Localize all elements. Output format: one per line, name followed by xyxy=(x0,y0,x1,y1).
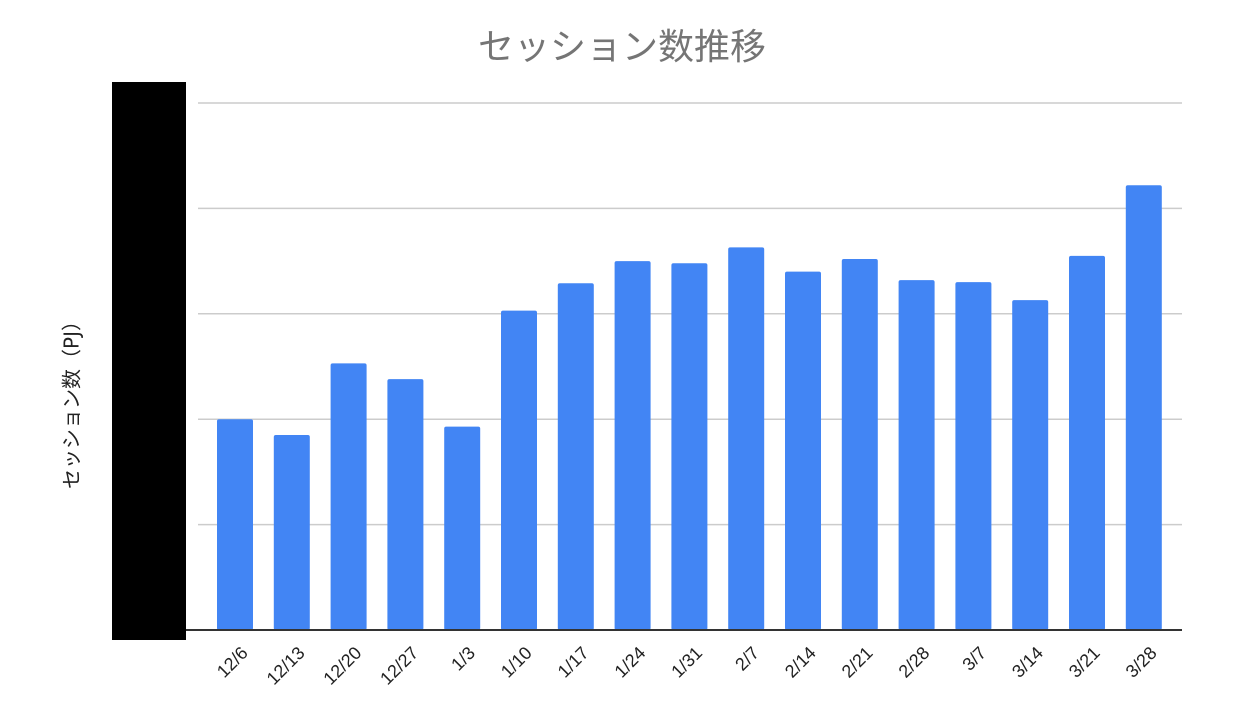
redaction-box xyxy=(112,82,186,640)
bar-2-28 xyxy=(898,280,935,630)
x-tick-label: 2/28 xyxy=(895,643,934,682)
x-tick-labels: 12/6 12/13 12/20 12/27 1/3 1/10 1/17 1/24 1/31 2/… xyxy=(213,643,1161,689)
bar-3-21 xyxy=(1069,255,1105,630)
x-tick-label: 1/17 xyxy=(554,643,593,682)
x-tick-label: 3/21 xyxy=(1065,643,1104,682)
bar-1-3 xyxy=(444,426,481,630)
bar-12-27 xyxy=(387,379,424,630)
x-tick-label: 3/7 xyxy=(958,643,990,675)
x-tick-label: 12/27 xyxy=(376,643,422,689)
bar-1-24 xyxy=(614,261,651,630)
x-tick-label: 12/20 xyxy=(319,643,365,689)
bar-3-28 xyxy=(1125,185,1162,630)
bar-3-7 xyxy=(955,282,992,630)
bar-2-7 xyxy=(728,247,765,630)
bar-1-10 xyxy=(501,310,537,630)
x-tick-label: 3/28 xyxy=(1122,643,1161,682)
x-tick-label: 2/7 xyxy=(731,643,763,675)
bar-12-13 xyxy=(273,435,310,630)
bars xyxy=(217,185,1162,630)
x-tick-label: 1/24 xyxy=(611,643,650,682)
bar-12-6 xyxy=(217,419,253,630)
bar-12-20 xyxy=(330,363,367,630)
x-tick-label: 12/6 xyxy=(213,643,252,682)
x-tick-label: 1/3 xyxy=(447,643,479,675)
x-tick-label: 1/10 xyxy=(497,643,536,682)
x-tick-label: 12/13 xyxy=(263,643,309,689)
x-tick-label: 3/14 xyxy=(1008,643,1047,682)
x-tick-label: 2/21 xyxy=(838,643,877,682)
bar-1-31 xyxy=(671,263,708,630)
bar-2-21 xyxy=(841,258,878,630)
bar-3-14 xyxy=(1012,300,1049,630)
x-tick-label: 2/14 xyxy=(781,643,820,682)
bar-2-14 xyxy=(785,271,821,630)
bar-1-17 xyxy=(557,283,594,630)
chart-title: セッション数推移 xyxy=(477,27,766,68)
x-tick-label: 1/31 xyxy=(667,643,706,682)
